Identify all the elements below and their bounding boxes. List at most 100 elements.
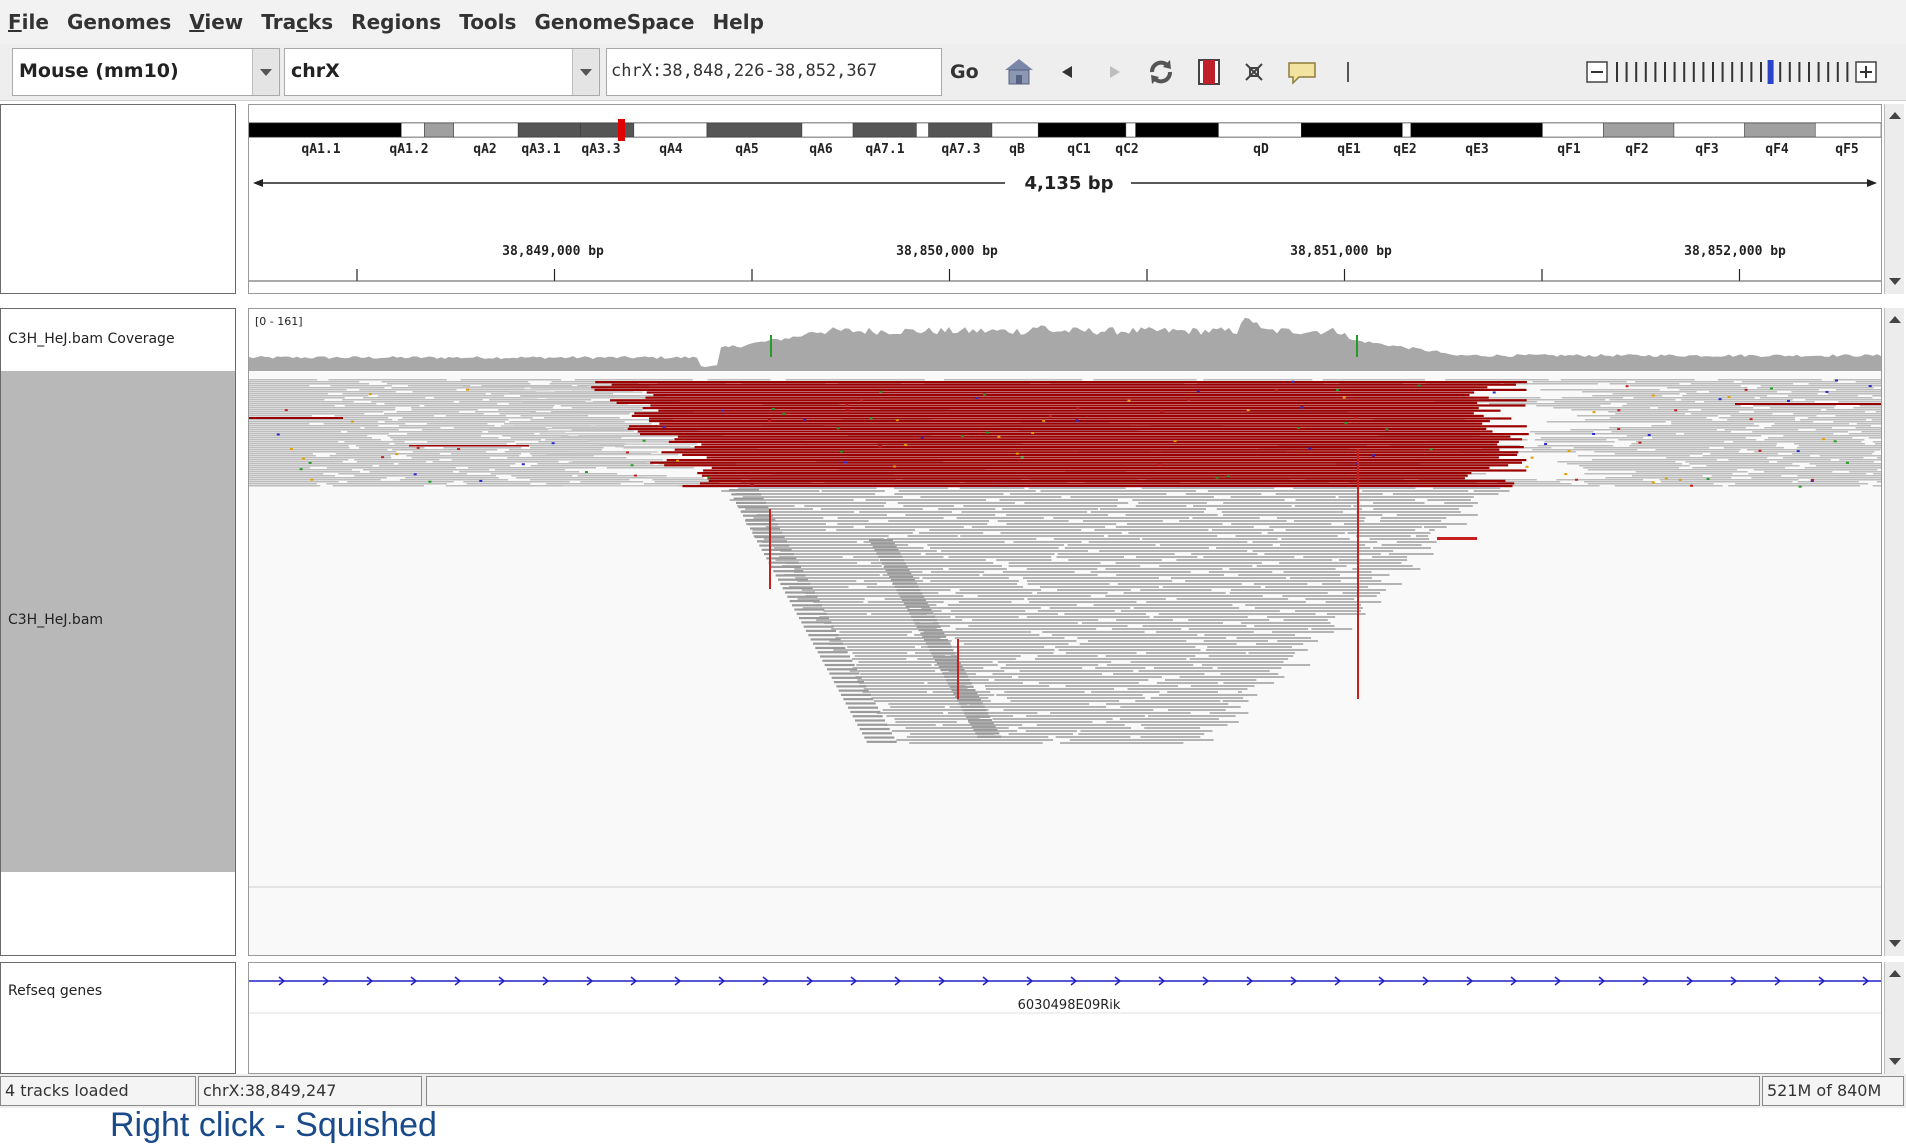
read[interactable] <box>1728 459 1831 461</box>
read[interactable] <box>1252 550 1394 552</box>
read[interactable] <box>453 427 546 429</box>
read[interactable] <box>504 423 652 425</box>
read[interactable] <box>1106 721 1239 723</box>
read[interactable] <box>1719 417 1795 419</box>
read[interactable] <box>881 562 906 565</box>
read[interactable] <box>1611 431 1732 433</box>
read[interactable] <box>249 435 368 437</box>
read[interactable] <box>778 578 808 581</box>
read[interactable] <box>1724 429 1799 431</box>
read[interactable] <box>249 409 396 411</box>
read[interactable] <box>530 453 652 455</box>
read[interactable] <box>1764 427 1832 429</box>
read[interactable] <box>1140 736 1201 738</box>
read[interactable] <box>1008 562 1101 564</box>
read[interactable] <box>1748 473 1867 475</box>
read[interactable] <box>1605 477 1732 479</box>
read[interactable] <box>595 425 661 427</box>
read[interactable] <box>1003 709 1154 711</box>
read[interactable] <box>1681 399 1793 401</box>
read[interactable] <box>1159 544 1273 546</box>
scroll-down-icon[interactable] <box>1889 940 1901 947</box>
read[interactable] <box>1132 499 1285 501</box>
read[interactable] <box>384 421 506 423</box>
read[interactable] <box>1532 381 1627 383</box>
menu-regions[interactable]: Regions <box>351 10 442 34</box>
read[interactable] <box>558 459 663 461</box>
read[interactable] <box>1557 461 1676 463</box>
read[interactable] <box>934 664 998 666</box>
read[interactable] <box>1612 393 1680 395</box>
read[interactable] <box>737 505 795 507</box>
read[interactable] <box>1029 479 1139 481</box>
read[interactable] <box>745 508 813 510</box>
ideogram-band[interactable] <box>852 122 917 138</box>
read[interactable] <box>249 457 392 459</box>
read[interactable] <box>1796 447 1881 449</box>
read[interactable] <box>646 391 1475 394</box>
read[interactable] <box>1264 553 1381 555</box>
refseq-track-name[interactable]: Refseq genes <box>8 983 103 999</box>
read[interactable] <box>1141 487 1275 489</box>
read[interactable] <box>793 571 923 573</box>
read[interactable] <box>399 479 509 481</box>
read[interactable] <box>1000 667 1083 669</box>
read[interactable] <box>588 440 665 443</box>
read[interactable] <box>574 379 693 381</box>
read[interactable] <box>1100 508 1207 510</box>
read[interactable] <box>1281 538 1350 540</box>
read[interactable] <box>1626 403 1759 405</box>
read[interactable] <box>1876 481 1881 483</box>
ideogram-band[interactable] <box>1603 122 1675 138</box>
read[interactable] <box>398 425 495 427</box>
read[interactable] <box>1861 431 1881 433</box>
read[interactable] <box>1622 405 1741 407</box>
read[interactable] <box>1255 643 1304 645</box>
read[interactable] <box>894 487 949 489</box>
read[interactable] <box>971 526 1106 528</box>
read[interactable] <box>344 441 405 443</box>
read[interactable] <box>982 574 1098 576</box>
read[interactable] <box>407 433 535 435</box>
read[interactable] <box>522 401 613 404</box>
read[interactable] <box>1872 485 1881 487</box>
read[interactable] <box>855 676 951 678</box>
read[interactable] <box>249 451 397 453</box>
read[interactable] <box>699 482 1515 485</box>
read[interactable] <box>782 587 813 590</box>
zoom-tick[interactable] <box>1721 62 1724 82</box>
read[interactable] <box>973 729 998 732</box>
read[interactable] <box>1064 613 1147 615</box>
read[interactable] <box>421 429 549 431</box>
read[interactable] <box>785 379 925 381</box>
read[interactable] <box>701 474 1468 477</box>
read[interactable] <box>852 652 908 654</box>
read[interactable] <box>1356 535 1411 537</box>
read[interactable] <box>743 514 773 517</box>
read[interactable] <box>787 595 818 598</box>
read[interactable] <box>1002 571 1075 573</box>
read[interactable] <box>757 540 787 543</box>
read[interactable] <box>1091 691 1160 693</box>
zoom-tick[interactable] <box>1731 62 1734 82</box>
read[interactable] <box>1237 691 1242 693</box>
read[interactable] <box>927 544 1064 546</box>
read[interactable] <box>915 652 1054 654</box>
scroll-up-icon[interactable] <box>1889 970 1901 977</box>
read[interactable] <box>1026 616 1150 618</box>
read[interactable] <box>249 481 339 483</box>
read[interactable] <box>947 682 972 685</box>
read[interactable] <box>1188 628 1309 630</box>
read[interactable] <box>935 659 959 662</box>
read[interactable] <box>249 379 318 381</box>
read[interactable] <box>1209 712 1249 714</box>
read[interactable] <box>960 676 1012 678</box>
read[interactable] <box>249 417 343 419</box>
read[interactable] <box>432 461 559 463</box>
read[interactable] <box>1146 479 1290 481</box>
read[interactable] <box>907 609 932 612</box>
read[interactable] <box>561 435 674 438</box>
read[interactable] <box>1078 733 1205 735</box>
read[interactable] <box>886 715 1014 717</box>
read[interactable] <box>1356 574 1390 576</box>
